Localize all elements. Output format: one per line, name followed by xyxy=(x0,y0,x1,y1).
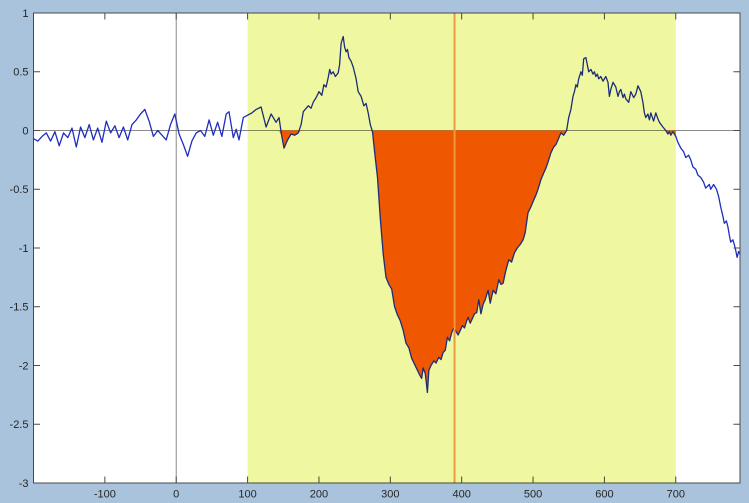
y-tick-label: -2 xyxy=(19,360,29,372)
x-tick-label: 0 xyxy=(173,489,179,501)
x-tick-label: 600 xyxy=(595,489,613,501)
y-tick-label: -0.5 xyxy=(10,184,29,196)
x-tick-label: 300 xyxy=(381,489,399,501)
y-tick-label: 0 xyxy=(22,125,28,137)
y-tick-label: -1.5 xyxy=(10,302,29,314)
x-tick-label: 200 xyxy=(310,489,328,501)
y-tick-label: 1 xyxy=(22,8,28,20)
y-tick-label: -3 xyxy=(19,478,29,490)
x-tick-label: 400 xyxy=(453,489,471,501)
x-tick-label: -100 xyxy=(94,489,116,501)
y-tick-label: 0.5 xyxy=(13,67,28,79)
highlight-window xyxy=(247,13,676,483)
y-tick-label: -1 xyxy=(19,243,29,255)
x-tick-label: 100 xyxy=(238,489,256,501)
x-tick-label: 700 xyxy=(667,489,685,501)
x-tick-label: 500 xyxy=(524,489,542,501)
y-tick-label: -2.5 xyxy=(10,419,29,431)
